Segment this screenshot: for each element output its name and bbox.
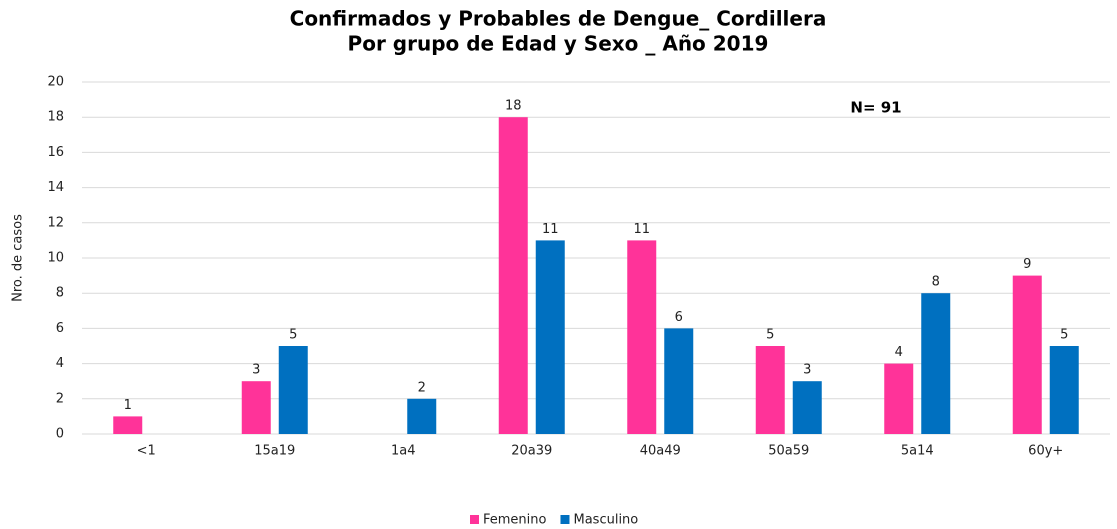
- data-label: 4: [895, 345, 903, 360]
- x-tick-label: 20a39: [511, 444, 552, 459]
- y-tick-label: 8: [56, 286, 64, 301]
- y-tick-label: 10: [47, 251, 64, 266]
- y-axis-label: Nro. de casos: [11, 214, 26, 302]
- bar: [1049, 346, 1079, 434]
- chart-subtitle: Por grupo de Edad y Sexo _ Año 2019: [348, 32, 769, 56]
- data-label: 11: [633, 222, 650, 237]
- data-label: 6: [675, 310, 683, 325]
- x-tick-label: 1a4: [391, 444, 416, 459]
- data-label: 9: [1023, 257, 1031, 272]
- bar: [792, 381, 822, 434]
- bar: [921, 293, 951, 434]
- x-tick-label: 50a59: [768, 444, 809, 459]
- y-tick-label: 6: [56, 321, 64, 336]
- legend-label: Masculino: [573, 513, 638, 528]
- y-tick-label: 2: [56, 391, 64, 406]
- y-tick-label: 14: [47, 180, 64, 195]
- data-label: 5: [289, 328, 297, 343]
- bar: [498, 117, 528, 434]
- legend-swatch: [560, 515, 570, 524]
- bar: [241, 381, 271, 434]
- bar: [113, 416, 143, 434]
- bar: [664, 328, 694, 434]
- y-tick-label: 4: [56, 356, 64, 371]
- data-label: 1: [124, 398, 132, 413]
- legend-swatch: [470, 515, 479, 524]
- data-label: 3: [803, 363, 811, 378]
- data-label: 5: [766, 328, 774, 343]
- bar: [755, 346, 785, 434]
- bar: [627, 240, 657, 434]
- annotation: N= 91: [850, 99, 901, 117]
- data-label: 5: [1060, 328, 1068, 343]
- x-tick-label: <1: [137, 444, 156, 459]
- x-tick-label: 60y+: [1028, 444, 1063, 459]
- x-tick-label: 15a19: [254, 444, 295, 459]
- data-label: 8: [932, 275, 940, 290]
- y-tick-label: 20: [47, 75, 64, 90]
- y-tick-label: 12: [47, 215, 64, 230]
- bar: [1012, 275, 1042, 434]
- data-label: 11: [542, 222, 559, 237]
- data-label: 18: [505, 99, 522, 114]
- data-label: 2: [418, 380, 426, 395]
- bar: [535, 240, 565, 434]
- y-tick-label: 18: [47, 110, 64, 125]
- chart-title: Confirmados y Probables de Dengue_ Cordi…: [290, 7, 827, 31]
- x-tick-label: 5a14: [901, 444, 934, 459]
- y-tick-label: 0: [56, 427, 64, 442]
- bar: [884, 363, 914, 434]
- bar: [407, 398, 437, 434]
- bar: [278, 346, 308, 434]
- y-tick-label: 16: [47, 145, 64, 160]
- data-label: 3: [252, 363, 260, 378]
- x-tick-label: 40a49: [640, 444, 681, 459]
- legend-label: Femenino: [483, 513, 547, 528]
